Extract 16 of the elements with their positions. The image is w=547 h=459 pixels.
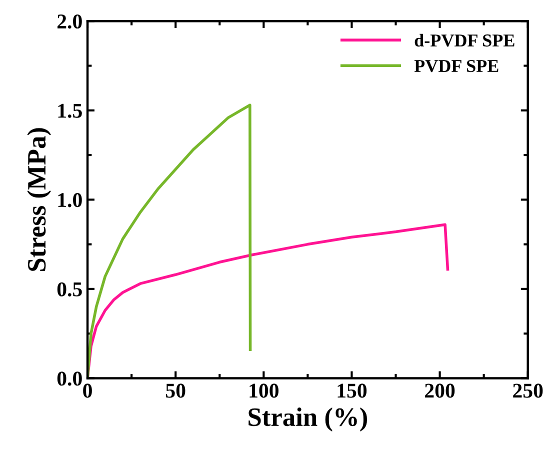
line-series [88, 104, 252, 378]
x-tick-label: 0 [83, 384, 92, 398]
legend-label: d-PVDF SPE [414, 34, 514, 47]
y-axis-title: Stress (MPa) [27, 128, 52, 271]
y-tick-label: 0.0 [57, 372, 82, 386]
x-axis-title: Strain (%) [248, 408, 367, 432]
x-tick-label: 200 [425, 384, 455, 398]
x-tick-label: 50 [166, 384, 186, 398]
y-tick-label: 1.5 [58, 104, 82, 118]
x-tick-label: 100 [250, 384, 278, 398]
y-tick-label: 2.0 [57, 14, 82, 29]
y-tick-label: 1.0 [58, 193, 82, 208]
x-tick-label: 250 [513, 384, 543, 398]
x-tick-label: 150 [338, 384, 367, 398]
y-tick-label: 0.5 [57, 282, 82, 296]
legend-label: PVDF SPE [414, 60, 498, 72]
